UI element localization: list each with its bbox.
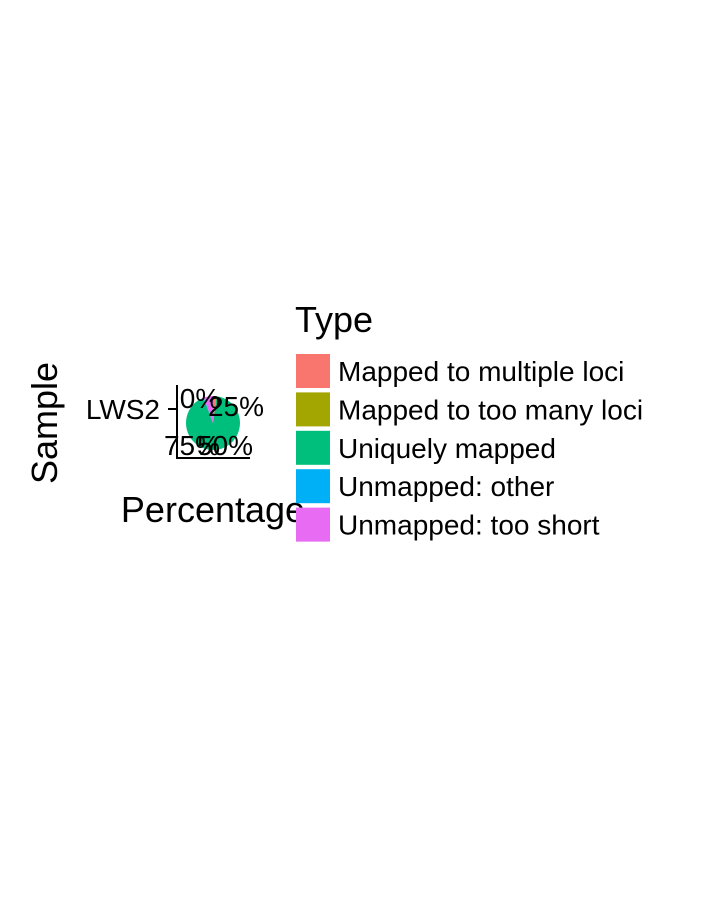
legend-label-1: Mapped to too many loci bbox=[338, 394, 643, 425]
angle-tick-label-75: 75% bbox=[164, 430, 220, 461]
legend-label-4: Unmapped: too short bbox=[338, 510, 600, 541]
legend-swatch-2 bbox=[296, 430, 330, 465]
x-axis-title: Percentage bbox=[121, 489, 305, 530]
pie-group bbox=[185, 396, 240, 451]
y-axis-title: Sample bbox=[24, 362, 65, 484]
angle-tick-label-25: 25% bbox=[208, 391, 264, 422]
pie-slice-3 bbox=[203, 397, 213, 423]
pie-slice-4 bbox=[203, 396, 213, 423]
legend-title: Type bbox=[295, 299, 373, 340]
pie-slice-0 bbox=[213, 396, 217, 423]
legend-label-0: Mapped to multiple loci bbox=[338, 356, 624, 387]
y-tick-label: LWS2 bbox=[86, 394, 160, 425]
legend-swatch-4 bbox=[296, 507, 330, 542]
angle-tick-label-0: 0% bbox=[180, 383, 220, 414]
legend-label-2: Uniquely mapped bbox=[338, 433, 556, 464]
legend-label-3: Unmapped: other bbox=[338, 471, 554, 502]
legend-swatch-1 bbox=[296, 392, 330, 427]
angle-tick-label-50: 50% bbox=[197, 430, 253, 461]
legend-swatch-0 bbox=[296, 354, 330, 388]
legend: Mapped to multiple loci Mapped to too man… bbox=[296, 354, 643, 542]
legend-swatch-3 bbox=[296, 469, 330, 504]
pie-slice-2 bbox=[185, 396, 240, 451]
pie-slice-1 bbox=[213, 396, 217, 423]
